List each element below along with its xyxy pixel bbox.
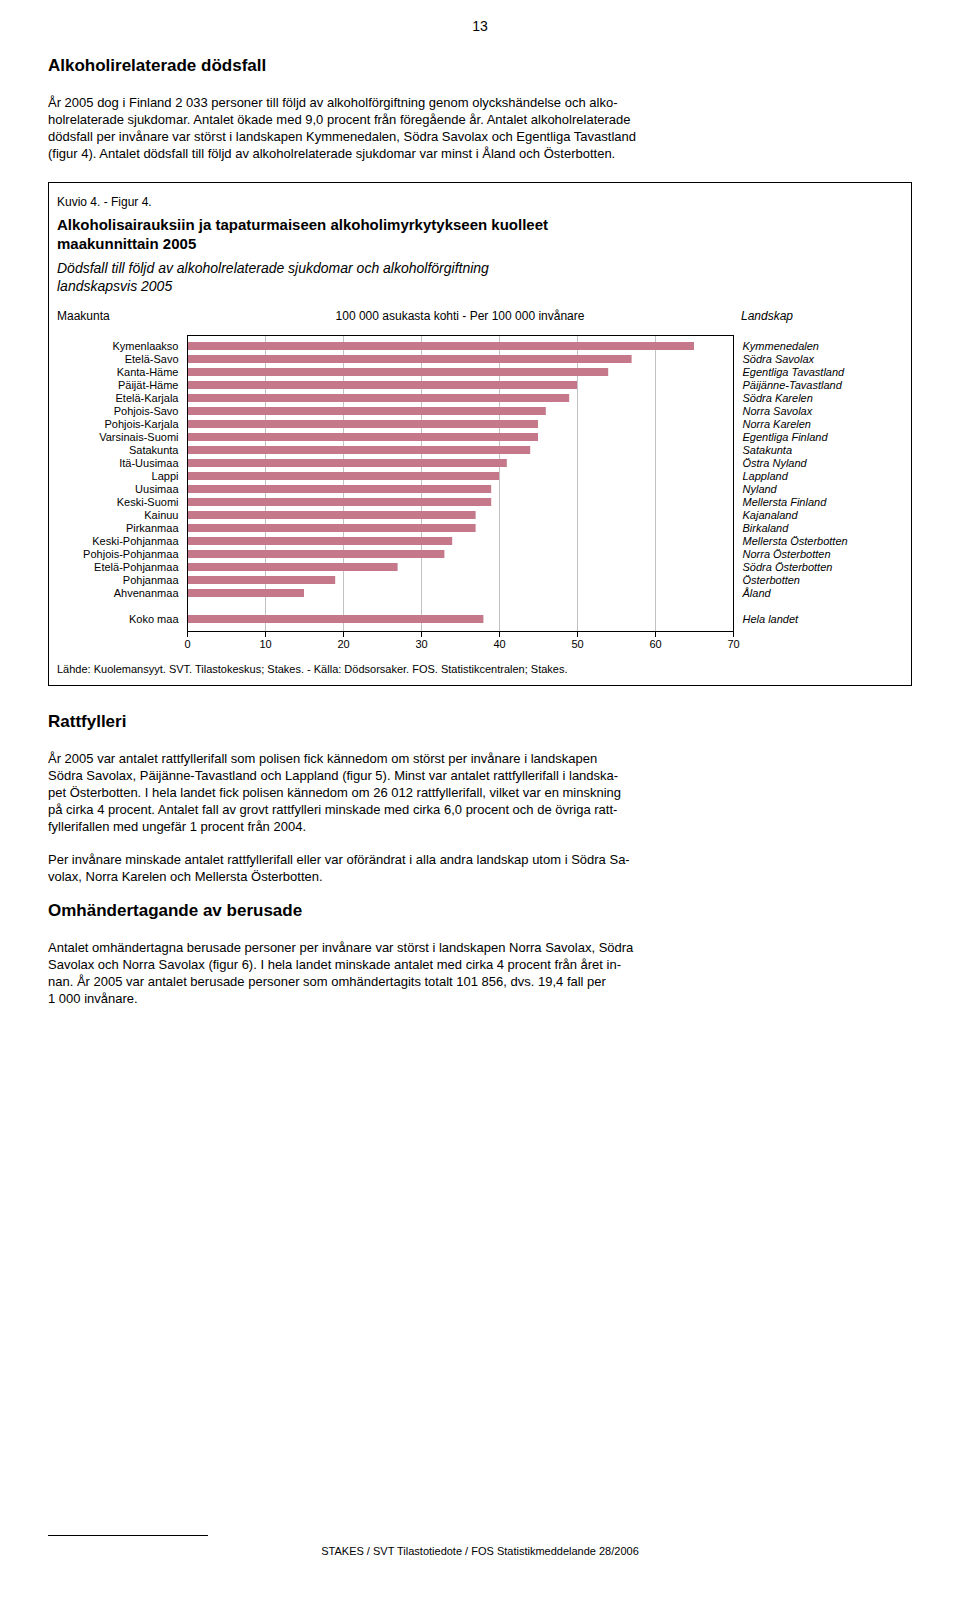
html-text:13: 13: [472, 18, 488, 34]
svg-text:Kajanaland: Kajanaland: [743, 509, 799, 521]
html-text:Alkoholirelaterade dödsfall: Alkoholirelaterade dödsfall: [48, 56, 267, 75]
svg-text:Kymmenedalen: Kymmenedalen: [743, 340, 819, 352]
svg-text:Päijänne-Tavastland: Päijänne-Tavastland: [743, 379, 843, 391]
html-text:dödsfall per invånare var stör: dödsfall per invånare var störst i lands…: [48, 129, 636, 144]
svg-text:10: 10: [259, 638, 271, 650]
svg-text:50: 50: [571, 638, 583, 650]
html-text:holrelaterade sjukdomar. Antal: holrelaterade sjukdomar. Antalet ökade m…: [48, 112, 631, 127]
svg-text:Uusimaa: Uusimaa: [135, 483, 179, 495]
svg-text:Mellersta Österbotten: Mellersta Österbotten: [743, 535, 848, 547]
svg-text:Varsinais-Suomi: Varsinais-Suomi: [99, 431, 178, 443]
svg-text:Egentliga Tavastland: Egentliga Tavastland: [743, 366, 846, 378]
html-text:STAKES / SVT Tilastotiedote /: STAKES / SVT Tilastotiedote / FOS Statis…: [321, 1545, 639, 1557]
svg-text:Åland: Åland: [742, 587, 772, 599]
html-text:Södra Savolax, Päijänne-Tavast: Södra Savolax, Päijänne-Tavastland och L…: [48, 768, 619, 783]
html-text:pet Österbotten. I hela landet: pet Österbotten. I hela landet fick poli…: [48, 785, 621, 800]
svg-text:Satakunta: Satakunta: [129, 444, 179, 456]
svg-text:Mellersta Finland: Mellersta Finland: [743, 496, 828, 508]
html-text:Dödsfall till följd av alkohol: Dödsfall till följd av alkoholrelaterade…: [57, 260, 489, 294]
html-text:Rattfylleri: Rattfylleri: [48, 712, 127, 731]
svg-text:Egentliga Finland: Egentliga Finland: [743, 431, 829, 443]
svg-text:Södra Karelen: Södra Karelen: [743, 392, 813, 404]
svg-text:Hela landet: Hela landet: [743, 613, 800, 625]
svg-text:Pohjois-Karjala: Pohjois-Karjala: [105, 418, 180, 430]
html-text:1 000 invånare.: 1 000 invånare.: [48, 991, 138, 1006]
svg-text:Pohjanmaa: Pohjanmaa: [123, 574, 180, 586]
html-text:Per invånare minskade antalet: Per invånare minskade antalet rattfyller…: [48, 852, 630, 867]
svg-text:Pirkanmaa: Pirkanmaa: [126, 522, 179, 534]
html-text:på cirka 4 procent. Antalet fa: på cirka 4 procent. Antalet fall av grov…: [48, 802, 618, 817]
svg-text:Norra Savolax: Norra Savolax: [743, 405, 813, 417]
html-text:Kuvio 4. - ​Figur 4.: Kuvio 4. - ​Figur 4.: [57, 195, 152, 209]
svg-text:Pohjois-Savo: Pohjois-Savo: [114, 405, 179, 417]
svg-text:20: 20: [337, 638, 349, 650]
html-text:År 2005 dog i Finland 2 033 pe: År 2005 dog i Finland 2 033 personer til…: [48, 95, 618, 110]
svg-text:30: 30: [415, 638, 427, 650]
svg-text:40: 40: [493, 638, 505, 650]
svg-text:Nyland: Nyland: [743, 483, 778, 495]
svg-text:Pohjois-Pohjanmaa: Pohjois-Pohjanmaa: [83, 548, 179, 560]
html-text:volax, Norra Karelen och Melle: volax, Norra Karelen och Mellersta Öster…: [48, 869, 323, 884]
svg-text:0: 0: [184, 638, 190, 650]
html-text:fyllerifallen med ungefär 1 pr: fyllerifallen med ungefär 1 procent från…: [48, 819, 306, 834]
svg-text:Koko maa: Koko maa: [129, 613, 179, 625]
svg-text:Satakunta: Satakunta: [743, 444, 793, 456]
svg-text:Södra Savolax: Södra Savolax: [743, 353, 815, 365]
svg-text:Norra Österbotten: Norra Österbotten: [743, 548, 831, 560]
svg-text:Norra Karelen: Norra Karelen: [743, 418, 811, 430]
svg-text:Östra Nyland: Östra Nyland: [743, 457, 808, 469]
svg-text:Päijät-Häme: Päijät-Häme: [118, 379, 179, 391]
svg-text:Etelä-Savo: Etelä-Savo: [125, 353, 179, 365]
svg-text:Lappi: Lappi: [152, 470, 179, 482]
svg-text:Kanta-Häme: Kanta-Häme: [117, 366, 179, 378]
html-text:nan. År 2005 var antalet berus: nan. År 2005 var antalet berusade person…: [48, 974, 606, 989]
svg-text:Etelä-Karjala: Etelä-Karjala: [116, 392, 180, 404]
svg-text:Etelä-Pohjanmaa: Etelä-Pohjanmaa: [94, 561, 179, 573]
svg-text:Keski-Suomi: Keski-Suomi: [117, 496, 179, 508]
html-text:Maakunta: Maakunta: [57, 309, 110, 323]
html-text:100 000 asukasta kohti - Per 1: 100 000 asukasta kohti - Per 100 000 inv…: [335, 309, 585, 323]
html-text:Landskap: Landskap: [741, 309, 793, 323]
svg-text:Österbotten: Österbotten: [743, 574, 800, 586]
html-text:År 2005 var antalet rattfyller: År 2005 var antalet rattfyllerifall som …: [48, 751, 598, 766]
svg-text:Kymenlaakso: Kymenlaakso: [112, 340, 178, 352]
html-text:Lähde: Kuolemansyyt. SVT. Tila: Lähde: Kuolemansyyt. SVT. Tilastokeskus;…: [57, 663, 568, 675]
svg-text:60: 60: [649, 638, 661, 650]
svg-text:70: 70: [727, 638, 739, 650]
html-text:(figur 4). Antalet dödsfall ti: (figur 4). Antalet dödsfall till följd a…: [48, 146, 616, 161]
html-text:Antalet omhändertagna berusade: Antalet omhändertagna berusade personer …: [48, 940, 634, 955]
svg-text:Birkaland: Birkaland: [743, 522, 790, 534]
svg-text:Södra Österbotten: Södra Österbotten: [743, 561, 833, 573]
html-text:Savolax och Norra Savolax (fig: Savolax och Norra Savolax (figur 6). I h…: [48, 957, 621, 972]
svg-text:Ahvenanmaa: Ahvenanmaa: [114, 587, 180, 599]
svg-text:Kainuu: Kainuu: [144, 509, 178, 521]
svg-text:Itä-Uusimaa: Itä-Uusimaa: [119, 457, 179, 469]
svg-text:Keski-Pohjanmaa: Keski-Pohjanmaa: [92, 535, 179, 547]
html-text:Alkoholisairauksiin ja tapatur: Alkoholisairauksiin ja tapaturmaiseen al…: [57, 216, 548, 252]
html-text:Omhändertagande av berusade: Omhändertagande av berusade: [48, 901, 303, 920]
svg-text:Lappland: Lappland: [743, 470, 789, 482]
